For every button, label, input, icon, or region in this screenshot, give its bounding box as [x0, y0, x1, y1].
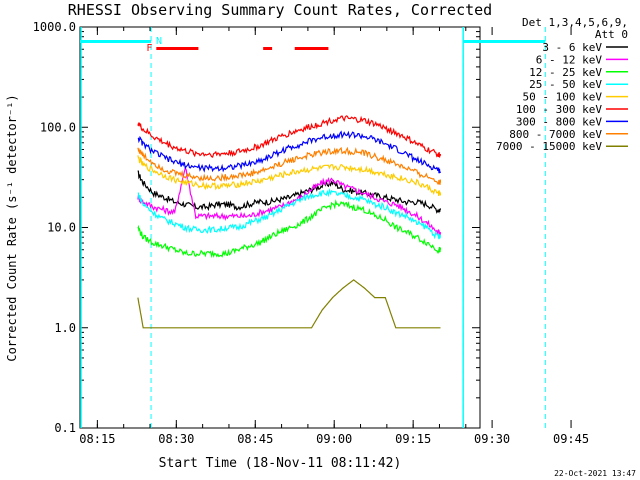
y-tick-label: 0.1	[54, 421, 76, 435]
series-line-3-6keV	[137, 170, 442, 214]
legend-header-line-1: Det 1,3,4,5,6,9,	[522, 16, 628, 29]
y-tick-label: 1.0	[54, 321, 76, 335]
series-line-12-25keV	[137, 199, 442, 259]
series-line-25-50keV	[137, 187, 441, 240]
series-line-800-7000keV	[137, 146, 442, 186]
saa-flag-bar	[463, 40, 546, 43]
series-line-300-800keV	[137, 130, 442, 174]
y-tick-label: 100.0	[40, 120, 76, 134]
x-tick-label: 08:15	[79, 432, 115, 446]
flare-flag-label: F	[146, 43, 152, 54]
chart-title: RHESSI Observing Summary Count Rates, Co…	[68, 1, 492, 19]
legend-label: 25 - 50 keV	[529, 78, 602, 91]
x-tick-label: 09:00	[316, 432, 352, 446]
flare-flag-bar	[294, 47, 329, 50]
legend-label: 100 - 300 keV	[516, 103, 602, 116]
y-tick-label: 1000.0	[33, 20, 76, 34]
legend-header-line-2: Att 0	[595, 28, 628, 41]
series-line-100-300keV	[137, 115, 442, 158]
footer-date: 22-Oct-2021 13:47	[554, 469, 636, 478]
saa-flag-bar	[80, 40, 152, 43]
y-axis-label: Corrected Count Rate (s⁻¹ detector⁻¹)	[5, 94, 19, 361]
legend-label: 12 - 25 keV	[529, 66, 602, 79]
flare-flag-bar	[263, 47, 273, 50]
flare-flag-bar	[156, 47, 199, 50]
legend-label: 6 - 12 keV	[536, 53, 603, 66]
series-line-7000-15000keV	[137, 279, 441, 329]
x-tick-label: 09:30	[474, 432, 510, 446]
legend-label: 800 - 7000 keV	[509, 128, 602, 141]
x-tick-label: 08:30	[158, 432, 194, 446]
x-axis-label: Start Time (18-Nov-11 08:11:42)	[159, 456, 402, 471]
x-tick-label: 08:45	[237, 432, 273, 446]
legend-label: 50 - 100 keV	[523, 91, 603, 104]
legend-label: 300 - 800 keV	[516, 115, 602, 128]
x-tick-label: 09:15	[395, 432, 431, 446]
y-tick-label: 10.0	[47, 221, 76, 235]
night-flag-label: N	[156, 36, 162, 47]
legend-label: 7000 - 15000 keV	[496, 140, 602, 153]
plot-frame	[79, 26, 481, 429]
x-tick-label: 09:45	[553, 432, 589, 446]
legend-label: 3 - 6 keV	[542, 41, 602, 54]
plot-area: 1000.0 100.0 10.0 1.0 0.108:15 08:30 08:45 09:0…	[33, 20, 589, 446]
series-line-50-100keV	[137, 155, 442, 197]
